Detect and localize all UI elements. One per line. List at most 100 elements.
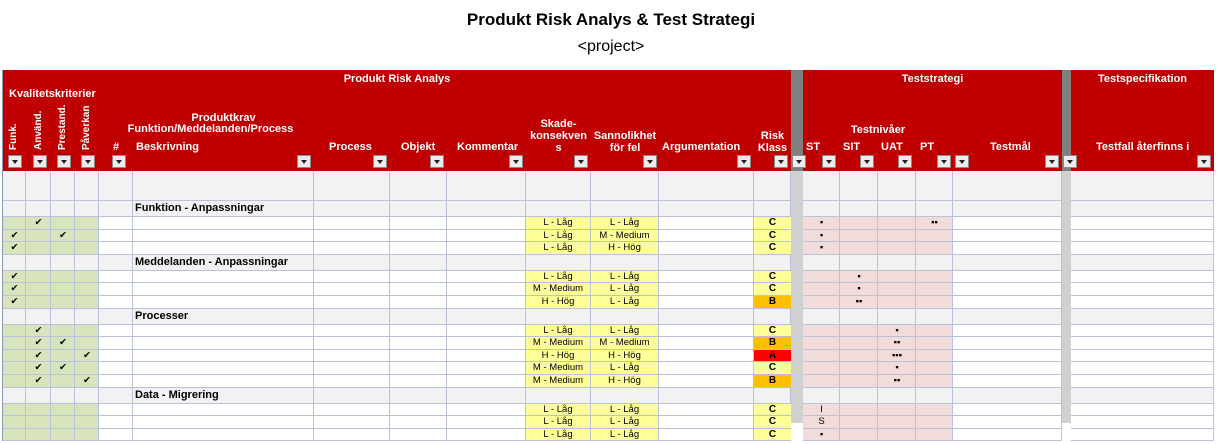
cell-bg-testmal [953,308,1062,325]
header-argumentation: Argumentation [662,141,741,153]
header-prestand: Prestand. [57,104,68,150]
cell-bg-testfall [1071,270,1214,284]
filter-dropdown-14[interactable] [792,155,806,168]
cell-bg-testfall [1071,217,1214,230]
cell-bg-anvand [26,403,51,417]
filter-dropdown-9[interactable] [509,155,523,168]
filter-dropdown-13[interactable] [774,155,788,168]
check-mark-anvand [26,404,51,417]
filter-dropdown-11[interactable] [643,155,657,168]
test-level-pt-marker [916,350,953,363]
cell-bg-process [314,201,390,217]
header-skade-1: Skade- [540,118,577,130]
filter-dropdown-2[interactable] [33,155,47,168]
cell-bg-klass [754,254,791,271]
filter-dropdown-7[interactable] [373,155,387,168]
cell-bg-anvand [26,296,51,309]
section-title: Data - Migrering [135,388,219,401]
filter-dropdown-6[interactable] [297,155,311,168]
cell-bg-arg [659,283,754,296]
cell-bg-komm [447,375,526,388]
cell-bg-anvand [26,428,51,442]
cell-bg-sit [840,270,878,284]
test-level-sit-marker: ▪▪ [855,296,863,307]
filter-dropdown-12[interactable] [737,155,751,168]
cell-bg-funk [3,254,26,271]
cell-bg-st [803,270,840,284]
cell-bg-testfall [1071,229,1214,243]
skadekonsekvens-value: M - Medium [526,283,591,296]
header-process: Process [329,141,372,153]
cell-bg-funk [3,217,26,230]
cell-bg-sit [840,308,878,325]
test-level-uat-marker: ▪▪ [893,337,901,349]
filter-dropdown-21[interactable] [1063,155,1077,168]
cell-bg-prestand [51,171,75,201]
check-mark-anvand [26,271,51,284]
filter-dropdown-8[interactable] [430,155,444,168]
cell-bg-komm [447,296,526,309]
filter-dropdown-22[interactable] [1197,155,1211,168]
header-funk: Funk. [8,123,19,150]
filter-dropdown-1[interactable] [8,155,22,168]
test-level-sit-marker [840,230,878,243]
filter-dropdown-16[interactable] [860,155,874,168]
filter-dropdown-20[interactable] [1045,155,1059,168]
check-mark-prestand: ✔ [59,337,67,349]
cell-bg-prestand [51,283,75,296]
header-risk: Risk [760,130,785,142]
cell-bg-uat [878,242,916,255]
header-sannolikhet-2: för fel [609,142,641,154]
filter-dropdown-18[interactable] [937,155,951,168]
cell-bg-pt [916,375,953,388]
cell-bg-testfall [1071,171,1214,201]
cell-bg-anvand [26,337,51,350]
cell-bg-anvand [26,416,51,429]
cell-bg-process [314,362,390,375]
header-uat: UAT [881,141,903,153]
cell-bg-funk [3,229,26,243]
cell-bg-testmal [953,403,1062,417]
cell-bg-uat [878,403,916,417]
cell-bg-prestand [51,229,75,243]
check-mark-funk [3,429,26,442]
cell-bg-sit [840,403,878,417]
check-mark-prestand: ✔ [59,229,67,241]
cell-bg-komm [447,324,526,338]
filter-dropdown-15[interactable] [822,155,836,168]
cell-bg-beskr [133,375,314,388]
cell-bg-funk [3,242,26,255]
header-objekt: Objekt [401,141,436,153]
header-kommentar: Kommentar [457,141,519,153]
header-testspecifikation [1071,70,1214,171]
cell-bg-uat [878,375,916,388]
check-mark-anvand [26,296,51,309]
cell-bg-objekt [390,171,447,201]
header-paverkan: Påverkan [81,105,92,150]
cell-bg-process [314,428,390,442]
filter-dropdown-4[interactable] [81,155,95,168]
cell-bg-objekt [390,217,447,230]
cell-bg-st [803,171,840,201]
risk-klass-badge: B [754,337,791,350]
filter-dropdown-5[interactable] [112,155,126,168]
cell-bg-hash [99,362,133,375]
cell-bg-arg [659,217,754,230]
filter-dropdown-17[interactable] [898,155,912,168]
cell-bg-paverkan [75,387,99,404]
cell-bg-testmal [953,171,1062,201]
cell-bg-arg [659,375,754,388]
check-mark-prestand [51,325,75,338]
filter-dropdown-10[interactable] [574,155,588,168]
cell-bg-anvand [26,201,51,217]
cell-bg-beskr [133,254,314,271]
filter-dropdown-3[interactable] [57,155,71,168]
filter-dropdown-19[interactable] [955,155,969,168]
cell-bg-testmal [953,375,1062,388]
cell-bg-sit [840,337,878,350]
cell-bg-uat [878,171,916,201]
cell-bg-testfall [1071,403,1214,417]
test-level-sit-marker [840,416,878,429]
check-mark-funk: ✔ [10,270,19,282]
cell-bg-arg [659,428,754,442]
